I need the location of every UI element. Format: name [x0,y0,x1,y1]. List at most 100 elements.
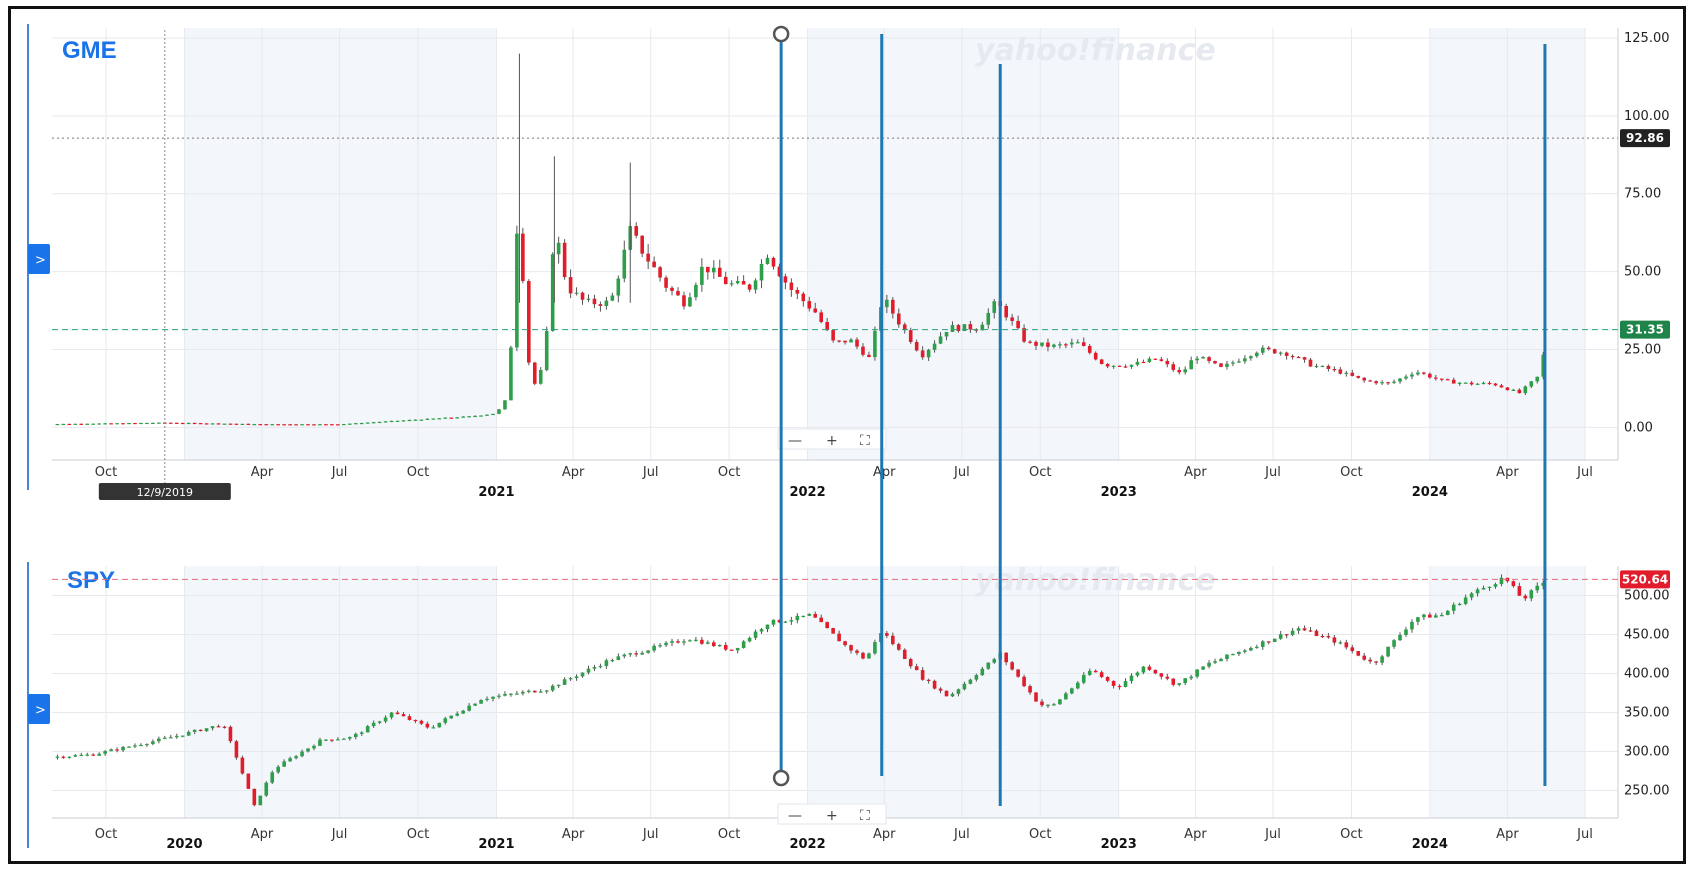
candle [586,668,591,673]
candle [1434,615,1438,618]
zoom-controls[interactable]: — + ⛶ [777,428,887,450]
chevron-right-icon[interactable]: > [35,253,46,268]
candle [186,731,191,736]
candle [1320,635,1325,638]
candle [968,679,973,684]
candle [1034,341,1038,346]
x-tick-label: Jul [331,827,348,842]
candle [443,718,448,723]
marker-handle-bottom[interactable] [772,769,790,787]
candle [783,276,788,283]
zoom-controls[interactable]: — + ⛶ [777,803,887,825]
x-year-label: 2021 [478,837,514,852]
crosshair-date-badge [98,483,231,500]
candle [527,690,531,692]
candle [616,656,621,660]
candle [1326,365,1331,370]
candle [592,298,597,305]
candle [73,423,78,425]
candle [395,712,400,715]
expand-button-bg[interactable] [28,694,50,724]
candle [711,267,716,273]
candle [664,277,668,288]
candle [145,422,149,425]
candle [926,679,931,681]
candle [532,690,537,693]
candle [950,325,955,332]
candle [234,423,239,425]
candle [1105,676,1110,681]
candle [419,720,424,724]
candle [831,628,835,634]
candle [938,336,943,344]
candle [1338,369,1343,374]
x-tick-label: Jul [331,465,348,480]
expand-panel-button[interactable]: > [28,244,50,274]
candle [706,642,710,644]
candle [717,267,722,277]
candle [616,278,621,296]
candle [1028,686,1032,693]
candle [1153,358,1158,360]
candle [1034,692,1038,702]
candle [550,254,555,331]
candle [1511,389,1516,391]
candle [115,423,119,425]
x-year-label: 2020 [166,837,202,852]
candle [157,738,161,742]
fit-screen-button[interactable]: ⛶ [860,433,870,449]
candle [1439,378,1444,380]
candle [652,261,656,268]
candle [330,424,334,426]
x-tick-label: Jul [1264,827,1281,842]
candle [807,613,812,616]
candle [1499,577,1504,585]
candle [944,690,949,697]
candle [222,726,227,728]
candle [646,253,650,262]
candle [1195,669,1199,677]
candle [1207,357,1211,362]
marker-handle-top[interactable] [772,25,790,43]
candle [1004,652,1008,663]
candle [521,691,525,694]
candle [55,756,60,758]
fit-screen-button[interactable]: ⛶ [860,808,870,824]
candle [348,423,352,425]
candle [1296,356,1301,359]
zoom-out-button[interactable]: — [788,433,802,449]
candle [986,662,991,669]
candle [359,732,364,734]
zoom-in-button[interactable]: + [826,808,838,824]
candle [891,635,895,645]
zoom-in-button[interactable]: + [826,433,838,449]
zoom-out-button[interactable]: — [788,808,802,824]
candle [1237,651,1241,655]
candle [515,693,519,695]
candle [264,782,269,796]
candle [544,330,549,371]
last-price-badge [1620,570,1670,589]
candle [61,756,66,758]
candle [1284,634,1289,636]
candle [992,659,997,663]
candle [1243,650,1247,652]
candle [288,424,292,426]
ticker-title: GME [62,37,117,64]
candle [168,422,173,424]
candle [580,292,585,300]
candle [222,423,227,425]
candle [1523,595,1528,599]
chevron-right-icon[interactable]: > [35,703,46,718]
expand-button-bg[interactable] [28,244,50,274]
candle [330,739,334,741]
ticker-title: SPY [67,567,115,594]
candle [139,422,143,425]
candle [127,422,131,425]
candle [682,641,686,643]
candle [729,283,734,285]
candle [461,416,465,418]
candle [210,726,215,729]
expand-panel-button[interactable]: > [28,694,50,724]
candle [896,644,901,650]
